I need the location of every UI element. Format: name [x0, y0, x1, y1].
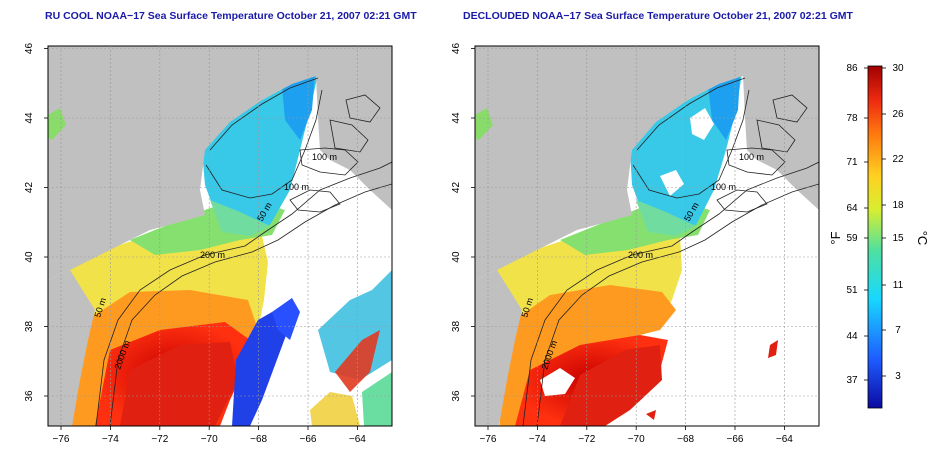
x-tick-label: −66 — [727, 434, 744, 445]
celsius-tick-label: 3 — [895, 371, 901, 382]
celsius-tick-label: 22 — [892, 154, 904, 165]
sst-nantucket-green — [210, 200, 270, 236]
y-tick-label: 38 — [24, 321, 35, 333]
cold-inland-lake — [48, 108, 66, 140]
y-tick-label: 36 — [24, 390, 35, 402]
cloud-gap-stream — [540, 368, 575, 396]
sst-cold-streak-2 — [272, 298, 300, 340]
right-map-title: DECLOUDED NOAA−17 Sea Surface Temperatur… — [463, 10, 853, 22]
celsius-tick-label: 18 — [892, 200, 904, 211]
y-tick-label: 42 — [451, 182, 462, 194]
x-tick-label: −76 — [53, 434, 70, 445]
left-map-frame — [47, 45, 393, 427]
y-tick-label: 38 — [451, 321, 462, 333]
right-map-axes: −76 −74 −72 −70 −68 −66 −64 36 38 40 42 44 46 — [451, 43, 819, 445]
y-tick-label: 46 — [451, 43, 462, 55]
x-tick-label: −68 — [677, 434, 694, 445]
fahrenheit-tick-label: 59 — [846, 233, 858, 244]
y-tick-label: 46 — [24, 43, 35, 55]
x-tick-label: −72 — [151, 434, 168, 445]
fahrenheit-tick-label: 78 — [846, 113, 858, 124]
sst-noisy-patch-4 — [362, 372, 392, 426]
fahrenheit-tick-label: 51 — [846, 285, 858, 296]
land-mass-south — [48, 270, 95, 426]
sst-cold-streak — [232, 312, 288, 426]
x-tick-label: −76 — [480, 434, 497, 445]
fahrenheit-tick-label: 64 — [846, 203, 858, 214]
cloud-gap-shelf — [660, 170, 684, 196]
sst-nantucket-green — [636, 200, 696, 236]
land-mass-north — [48, 46, 392, 280]
sst-small-red-spot — [768, 340, 778, 358]
y-tick-label: 40 — [24, 251, 35, 263]
contour-label: 200 m — [628, 250, 653, 260]
x-tick-label: −70 — [628, 434, 645, 445]
sst-coastal-cold — [708, 74, 740, 140]
contour-label: 200 m — [200, 250, 225, 260]
y-tick-label: 44 — [451, 112, 462, 124]
x-tick-label: −70 — [201, 434, 218, 445]
fahrenheit-tick-label: 37 — [846, 375, 858, 386]
fahrenheit-tick-label: 86 — [846, 63, 858, 74]
x-tick-label: −66 — [300, 434, 317, 445]
x-tick-label: −74 — [529, 434, 546, 445]
sst-coastal-cold — [282, 74, 315, 140]
land-mass-south — [475, 270, 522, 426]
celsius-tick-label: 15 — [892, 233, 904, 244]
left-map-title: RU COOL NOAA−17 Sea Surface Temperature … — [45, 10, 417, 22]
sst-noisy-patch-3 — [310, 392, 360, 426]
left-map-axes: −76 −74 −72 −70 −68 −66 −64 36 38 40 42 44 46 — [24, 43, 392, 445]
celsius-unit-label: °C — [915, 231, 930, 246]
y-tick-label: 42 — [24, 182, 35, 194]
sst-small-red-spot-2 — [646, 410, 656, 420]
celsius-tick-label: 11 — [893, 280, 904, 291]
sst-red-patch — [560, 345, 662, 426]
colorbar-ticks: 86 78 71 64 59 51 44 37 30 26 22 18 15 11 7 3 — [846, 63, 904, 386]
fahrenheit-tick-label: 71 — [846, 157, 858, 168]
contour-label: 100 m — [312, 152, 337, 162]
y-tick-label: 36 — [451, 390, 462, 402]
celsius-tick-label: 26 — [892, 109, 904, 120]
sst-red-patch — [120, 342, 238, 426]
colorbar-gradient — [867, 65, 883, 409]
nova-scotia-land — [745, 56, 819, 170]
x-tick-label: −74 — [102, 434, 119, 445]
right-map-frame — [474, 45, 820, 427]
temperature-colorbar: 86 78 71 64 59 51 44 37 30 26 22 18 15 11 7 3 °F °C — [828, 63, 930, 409]
land-mass-north — [475, 46, 819, 280]
celsius-tick-label: 30 — [892, 63, 904, 74]
fahrenheit-unit-label: °F — [828, 231, 843, 244]
celsius-tick-label: 7 — [895, 325, 901, 336]
y-tick-label: 44 — [24, 112, 35, 124]
contour-label: 100 m — [284, 182, 309, 192]
sst-noisy-patch-2 — [335, 330, 380, 392]
x-tick-label: −72 — [578, 434, 595, 445]
contour-label: 100 m — [739, 152, 764, 162]
nova-scotia-land — [318, 56, 392, 170]
y-tick-label: 40 — [451, 251, 462, 263]
x-tick-label: −64 — [349, 434, 366, 445]
x-tick-label: −64 — [776, 434, 793, 445]
x-tick-label: −68 — [250, 434, 267, 445]
fahrenheit-tick-label: 44 — [846, 331, 858, 342]
contour-label: 100 m — [711, 182, 736, 192]
sst-orange-band — [500, 285, 676, 426]
cold-inland-lake — [475, 108, 493, 140]
cloud-gap-maine — [690, 108, 714, 140]
